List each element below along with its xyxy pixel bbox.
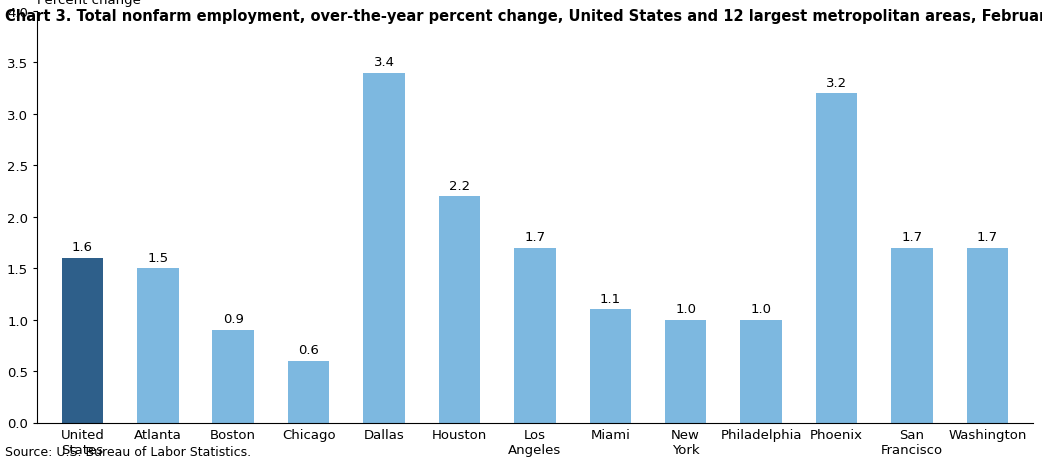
Bar bbox=[741, 320, 782, 423]
Text: 1.1: 1.1 bbox=[600, 292, 621, 305]
Text: 1.7: 1.7 bbox=[901, 231, 922, 244]
Bar bbox=[590, 310, 631, 423]
Text: 0.6: 0.6 bbox=[298, 344, 319, 357]
Bar bbox=[816, 94, 858, 423]
Text: 1.0: 1.0 bbox=[675, 302, 696, 315]
Bar bbox=[439, 197, 480, 423]
Text: 0.9: 0.9 bbox=[223, 313, 244, 325]
Text: 1.7: 1.7 bbox=[976, 231, 998, 244]
Text: 1.0: 1.0 bbox=[750, 302, 771, 315]
Text: 2.2: 2.2 bbox=[449, 179, 470, 192]
Text: Source: U.S. Bureau of Labor Statistics.: Source: U.S. Bureau of Labor Statistics. bbox=[5, 445, 251, 458]
Text: 3.2: 3.2 bbox=[826, 76, 847, 89]
Text: 1.7: 1.7 bbox=[524, 231, 545, 244]
Bar bbox=[213, 330, 254, 423]
Bar bbox=[61, 258, 103, 423]
Text: 3.4: 3.4 bbox=[373, 56, 395, 69]
Bar bbox=[665, 320, 706, 423]
Text: Percent change: Percent change bbox=[38, 0, 141, 7]
Bar bbox=[891, 248, 933, 423]
Bar bbox=[288, 361, 329, 423]
Bar bbox=[514, 248, 555, 423]
Text: 1.6: 1.6 bbox=[72, 241, 93, 254]
Bar bbox=[967, 248, 1008, 423]
Text: Chart 3. Total nonfarm employment, over-the-year percent change, United States a: Chart 3. Total nonfarm employment, over-… bbox=[5, 9, 1042, 24]
Bar bbox=[364, 74, 404, 423]
Bar bbox=[137, 269, 178, 423]
Text: 1.5: 1.5 bbox=[147, 251, 169, 264]
